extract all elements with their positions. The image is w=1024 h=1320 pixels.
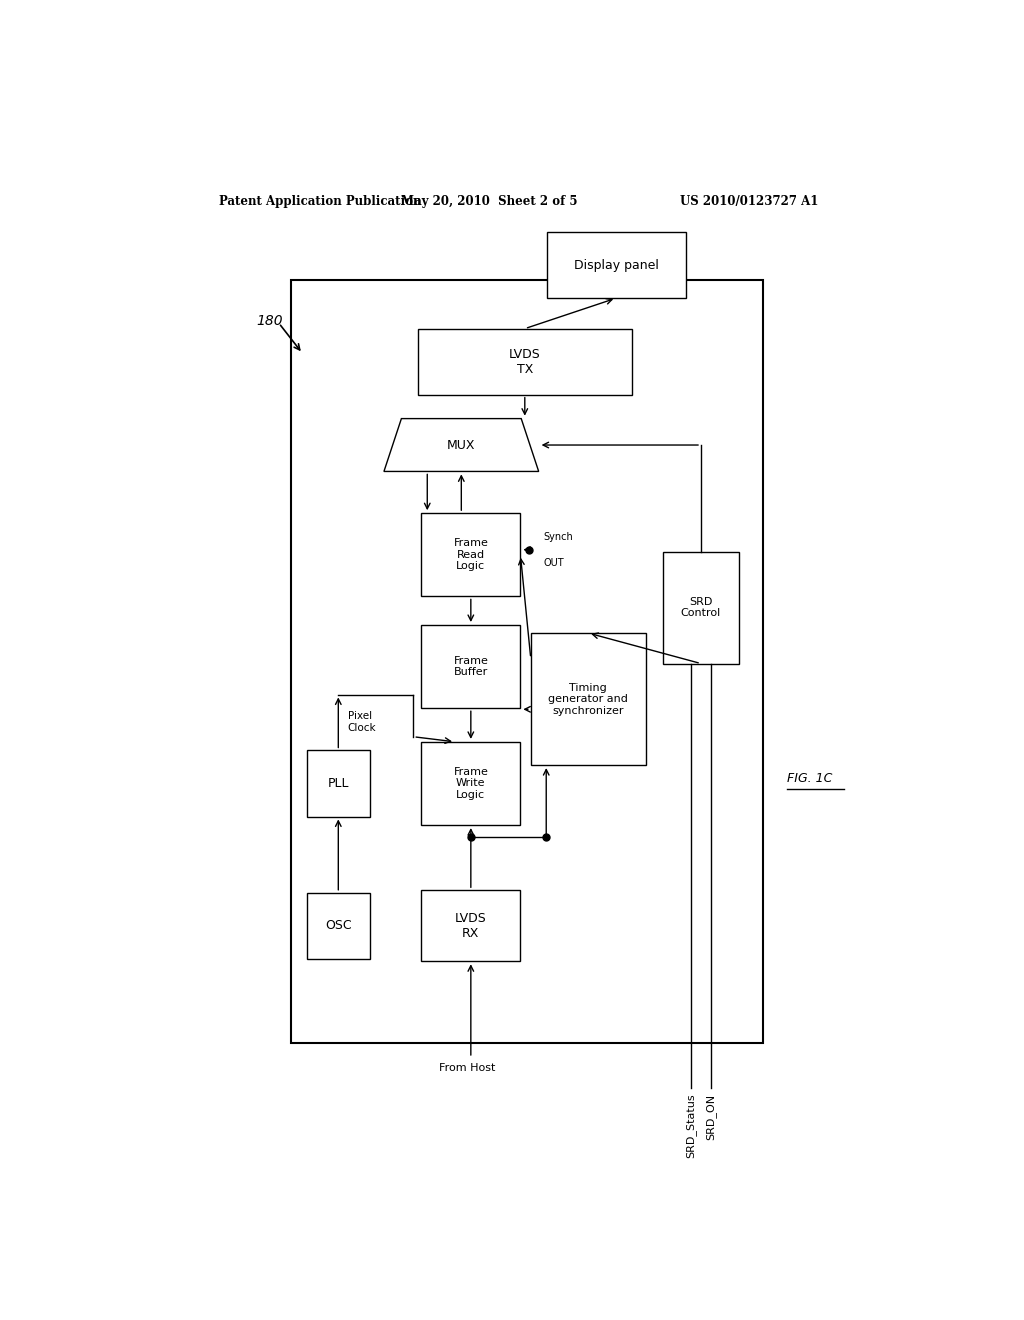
Text: LVDS
TX: LVDS TX — [509, 347, 541, 376]
Text: Frame
Read
Logic: Frame Read Logic — [454, 539, 488, 572]
Text: OSC: OSC — [325, 919, 351, 932]
Text: LVDS
RX: LVDS RX — [455, 912, 486, 940]
Text: SRD
Control: SRD Control — [681, 597, 721, 619]
Text: May 20, 2010  Sheet 2 of 5: May 20, 2010 Sheet 2 of 5 — [400, 194, 578, 207]
Bar — [421, 513, 520, 597]
Text: SRD_ON: SRD_ON — [706, 1093, 717, 1139]
Text: US 2010/0123727 A1: US 2010/0123727 A1 — [680, 194, 818, 207]
Bar — [306, 892, 370, 958]
Bar — [291, 280, 763, 1043]
Polygon shape — [384, 418, 539, 471]
Text: Frame
Buffer: Frame Buffer — [454, 656, 488, 677]
Bar — [421, 624, 520, 709]
Bar — [306, 751, 370, 817]
Text: FIG. 1C: FIG. 1C — [786, 772, 833, 785]
Text: MUX: MUX — [447, 438, 475, 451]
Text: OUT: OUT — [544, 558, 564, 568]
Bar — [530, 634, 646, 766]
Text: Pixel
Clock: Pixel Clock — [348, 711, 377, 733]
Text: 180: 180 — [256, 314, 283, 329]
Bar — [547, 232, 685, 298]
Text: PLL: PLL — [328, 777, 349, 789]
Text: Display panel: Display panel — [573, 259, 658, 272]
Text: SRD_Status: SRD_Status — [685, 1093, 696, 1158]
Text: Synch: Synch — [544, 532, 573, 541]
Bar — [421, 742, 520, 825]
Text: Frame
Write
Logic: Frame Write Logic — [454, 767, 488, 800]
Text: Patent Application Publication: Patent Application Publication — [219, 194, 422, 207]
Bar — [421, 890, 520, 961]
Text: Timing
generator and
synchronizer: Timing generator and synchronizer — [548, 682, 629, 715]
Bar — [664, 552, 738, 664]
Bar — [418, 329, 632, 395]
Text: From Host: From Host — [438, 1063, 495, 1073]
